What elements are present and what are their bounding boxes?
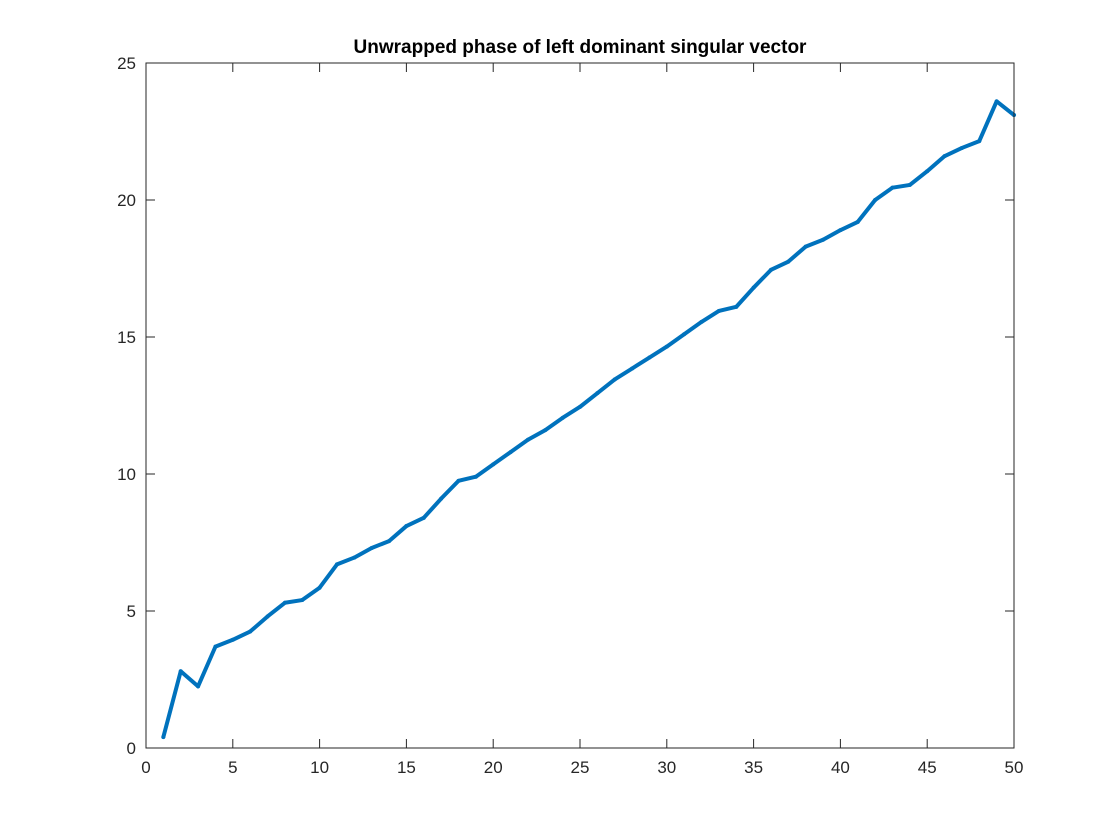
data-point bbox=[734, 304, 739, 309]
data-point bbox=[786, 259, 791, 264]
x-tick-label: 25 bbox=[571, 758, 590, 777]
data-point bbox=[473, 474, 478, 479]
data-point bbox=[647, 355, 652, 360]
data-point bbox=[421, 515, 426, 520]
data-point bbox=[994, 99, 999, 104]
data-point bbox=[230, 637, 235, 642]
data-point bbox=[404, 524, 409, 529]
data-point bbox=[161, 735, 166, 740]
data-point bbox=[838, 228, 843, 233]
data-point bbox=[352, 555, 357, 560]
data-point bbox=[369, 545, 374, 550]
data-point bbox=[525, 437, 530, 442]
data-point bbox=[977, 139, 982, 144]
y-tick-label: 25 bbox=[117, 54, 136, 73]
data-point bbox=[821, 237, 826, 242]
data-point bbox=[803, 244, 808, 249]
data-point bbox=[334, 562, 339, 567]
data-point bbox=[300, 598, 305, 603]
x-tick-label: 40 bbox=[831, 758, 850, 777]
y-tick-label: 5 bbox=[127, 602, 136, 621]
data-point bbox=[959, 145, 964, 150]
data-point bbox=[508, 450, 513, 455]
x-tick-label: 15 bbox=[397, 758, 416, 777]
y-tick-label: 10 bbox=[117, 465, 136, 484]
data-point bbox=[612, 377, 617, 382]
y-tick-label: 0 bbox=[127, 739, 136, 758]
data-point bbox=[664, 344, 669, 349]
data-point bbox=[595, 391, 600, 396]
y-tick-label: 20 bbox=[117, 191, 136, 210]
data-point bbox=[317, 585, 322, 590]
series-line bbox=[161, 99, 1016, 740]
data-point bbox=[699, 319, 704, 324]
data-point bbox=[890, 185, 895, 190]
x-tick-label: 30 bbox=[657, 758, 676, 777]
x-tick-label: 5 bbox=[228, 758, 237, 777]
x-tick-label: 20 bbox=[484, 758, 503, 777]
data-point bbox=[543, 428, 548, 433]
data-point bbox=[213, 644, 218, 649]
data-point bbox=[387, 539, 392, 544]
data-point bbox=[907, 182, 912, 187]
data-point bbox=[491, 462, 496, 467]
data-point bbox=[196, 684, 201, 689]
data-point bbox=[942, 154, 947, 159]
x-tick-label: 35 bbox=[744, 758, 763, 777]
data-point bbox=[873, 198, 878, 202]
tick-labels: 0 5 10 15 20 25 30 35 40 45 50 0 5 10 15 20 25 bbox=[117, 54, 1023, 777]
data-point bbox=[682, 332, 687, 337]
y-tick-label: 15 bbox=[117, 328, 136, 347]
data-point bbox=[265, 614, 270, 619]
x-tick-label: 45 bbox=[918, 758, 937, 777]
data-point bbox=[630, 366, 635, 371]
data-point bbox=[282, 600, 287, 605]
data-point bbox=[751, 285, 756, 290]
data-point bbox=[439, 496, 444, 501]
axes-box bbox=[145, 62, 1015, 749]
series-group bbox=[161, 99, 1016, 740]
data-point bbox=[925, 169, 930, 174]
data-point bbox=[456, 478, 461, 483]
x-tick-label: 10 bbox=[310, 758, 329, 777]
data-point bbox=[855, 219, 860, 224]
data-point bbox=[248, 629, 253, 634]
data-point bbox=[578, 404, 582, 409]
data-point bbox=[178, 669, 183, 674]
data-point bbox=[716, 308, 721, 313]
data-point bbox=[768, 267, 773, 272]
x-tick-label: 0 bbox=[141, 758, 150, 777]
chart-title: Unwrapped phase of left dominant singula… bbox=[354, 37, 807, 58]
data-point bbox=[560, 415, 565, 420]
x-tick-label: 50 bbox=[1005, 758, 1024, 777]
